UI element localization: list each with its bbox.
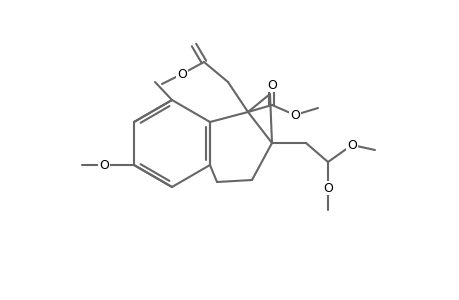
Text: O: O <box>322 182 332 194</box>
Text: O: O <box>267 79 276 92</box>
Text: O: O <box>290 109 299 122</box>
Text: O: O <box>346 139 356 152</box>
Text: O: O <box>99 158 109 172</box>
Text: O: O <box>177 68 186 80</box>
